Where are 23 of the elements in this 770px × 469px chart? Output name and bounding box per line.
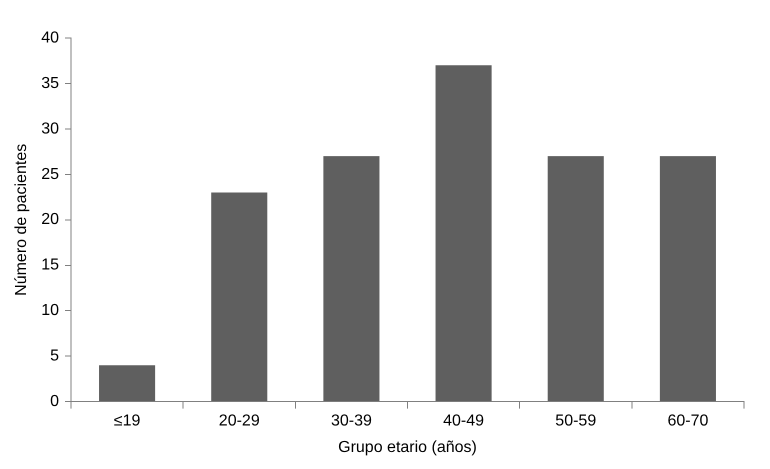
bar — [211, 192, 268, 402]
x-tick-label: 40-49 — [443, 412, 484, 430]
bar — [323, 156, 380, 402]
x-tick-label: 60-70 — [667, 412, 708, 430]
y-tick-label: 40 — [41, 29, 60, 46]
x-tick-label: 30-39 — [330, 412, 372, 430]
y-tick-label: 0 — [50, 393, 60, 410]
bar — [99, 365, 156, 402]
y-tick-label: 5 — [50, 348, 60, 365]
x-axis-title: Grupo etario (años) — [338, 438, 477, 456]
y-tick-label: 15 — [41, 256, 60, 274]
y-tick-label: 35 — [41, 74, 60, 92]
y-tick-label: 25 — [41, 166, 60, 183]
bar — [436, 65, 492, 402]
bar — [548, 156, 604, 402]
y-tick-label: 30 — [41, 120, 60, 138]
y-tick-label: 10 — [41, 302, 60, 320]
bar — [660, 156, 716, 402]
x-tick-label: ≤19 — [114, 412, 140, 430]
x-tick-label: 50-59 — [555, 412, 596, 430]
x-tick-label: 20-29 — [218, 412, 260, 430]
y-axis-title: Número de pacientes — [13, 144, 30, 296]
y-tick-label: 20 — [41, 211, 60, 228]
